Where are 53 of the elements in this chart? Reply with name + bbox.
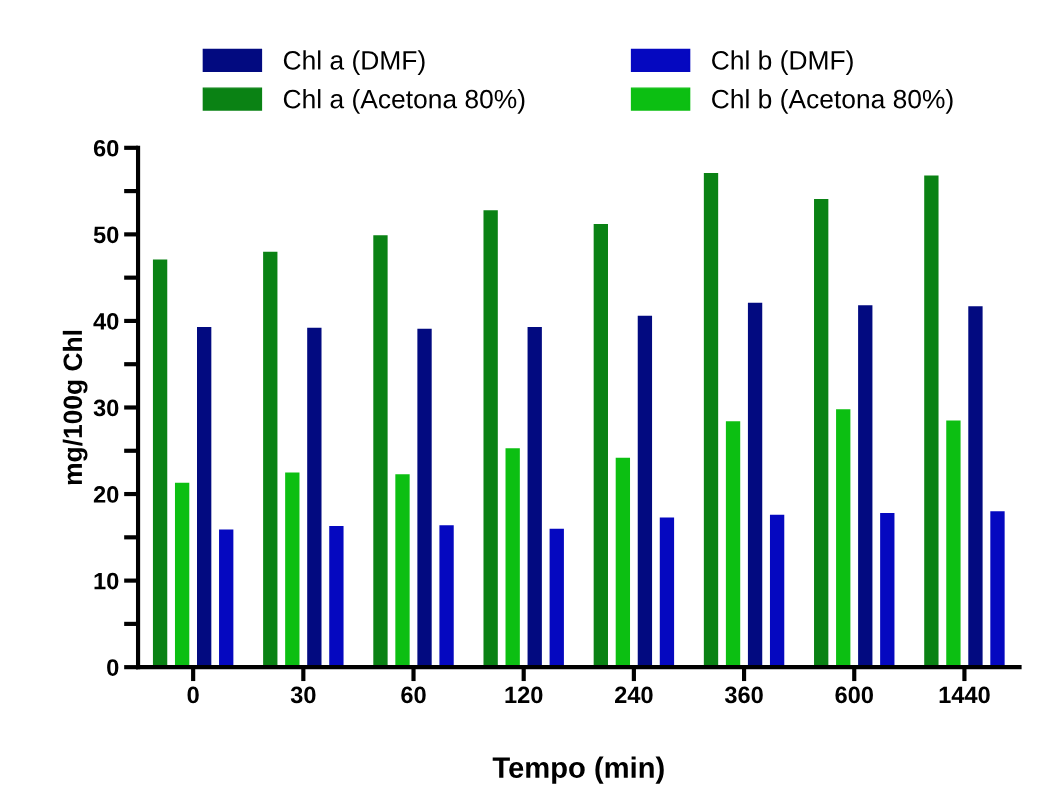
bar (990, 511, 1005, 668)
bar (417, 328, 432, 668)
y-tick-label: 30 (93, 399, 119, 417)
y-tick-label: 40 (93, 313, 119, 330)
bar (439, 525, 454, 668)
y-tick-label: 10 (94, 572, 119, 590)
x-tick-label: 1440 (939, 686, 990, 704)
bar (814, 198, 829, 668)
y-tick-label: 0 (107, 659, 119, 676)
bar (747, 302, 763, 668)
legend-label: Chl a (DMF) (283, 50, 425, 75)
bar (483, 210, 498, 668)
bar (769, 514, 785, 668)
y-axis-title: mg/100g Chl (62, 330, 88, 485)
bar (285, 472, 300, 668)
bar (197, 326, 212, 668)
bar (968, 306, 983, 668)
x-tick-label: 120 (505, 686, 543, 704)
x-tick-label: 600 (835, 686, 873, 704)
bar (505, 448, 520, 668)
x-tick-label: 360 (724, 686, 763, 704)
bar (219, 529, 234, 668)
x-tick-label: 240 (615, 686, 653, 704)
legend-label: Chl a (Acetona 80%) (283, 89, 525, 114)
bar (880, 513, 895, 668)
x-tick-label: 60 (401, 686, 426, 704)
bar (373, 235, 388, 668)
bar (858, 305, 873, 668)
bar (924, 175, 939, 668)
bar (615, 457, 631, 668)
bar (152, 259, 168, 668)
legend-label: Chl b (Acetona 80%) (712, 89, 953, 114)
x-axis-title: Tempo (min) (492, 756, 664, 784)
bar (836, 409, 851, 668)
legend-label: Chl b (DMF) (712, 50, 853, 75)
bar (659, 517, 675, 668)
bar (637, 315, 653, 668)
bar (549, 528, 564, 668)
x-tick-label: 0 (187, 686, 199, 704)
y-tick-label: 50 (93, 226, 119, 244)
bar (703, 172, 719, 668)
bar (725, 421, 741, 668)
y-tick-label: 20 (93, 486, 119, 503)
bar (263, 251, 278, 668)
y-tick-label: 60 (93, 139, 119, 157)
bar (174, 482, 190, 668)
bar (329, 526, 344, 668)
bar (395, 474, 410, 668)
bar (946, 420, 961, 668)
bar (593, 223, 608, 668)
x-tick-label: 30 (290, 686, 316, 704)
bar (307, 327, 322, 668)
bar (527, 326, 542, 668)
